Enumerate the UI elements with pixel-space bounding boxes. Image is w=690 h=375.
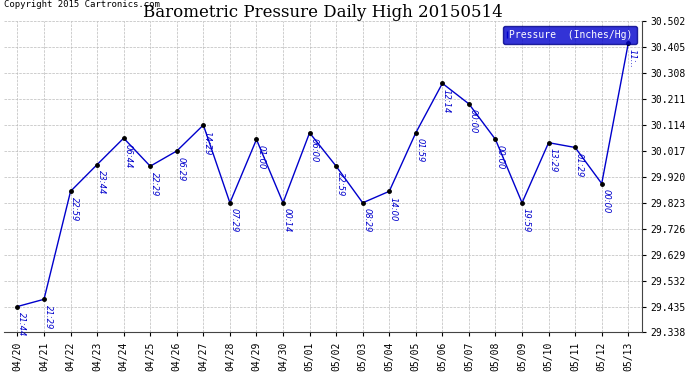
- Text: 22:29: 22:29: [150, 172, 159, 196]
- Text: 19:59: 19:59: [522, 209, 531, 233]
- Text: 21:44: 21:44: [17, 312, 26, 336]
- Text: 06:00: 06:00: [309, 138, 318, 163]
- Text: 06:44: 06:44: [124, 144, 132, 168]
- Text: 14:00: 14:00: [389, 197, 398, 221]
- Text: 01:00: 01:00: [256, 145, 265, 170]
- Text: 22:59: 22:59: [70, 197, 79, 221]
- Text: 07:29: 07:29: [230, 209, 239, 233]
- Text: 06:29: 06:29: [177, 156, 186, 181]
- Legend: Pressure  (Inches/Hg): Pressure (Inches/Hg): [502, 26, 637, 44]
- Text: 00:00: 00:00: [602, 189, 611, 213]
- Text: 11:..: 11:..: [628, 49, 637, 68]
- Text: 22:59: 22:59: [336, 172, 345, 196]
- Text: Copyright 2015 Cartronics.com: Copyright 2015 Cartronics.com: [4, 0, 160, 9]
- Text: 01:59: 01:59: [415, 138, 424, 163]
- Text: 14:29: 14:29: [203, 130, 212, 155]
- Text: 23:44: 23:44: [97, 170, 106, 195]
- Text: 12:14: 12:14: [442, 89, 451, 113]
- Text: 21:29: 21:29: [43, 305, 52, 329]
- Text: 08:29: 08:29: [362, 209, 371, 233]
- Text: 13:29: 13:29: [549, 148, 558, 172]
- Text: 01:29: 01:29: [575, 153, 584, 177]
- Text: 00:00: 00:00: [495, 145, 504, 170]
- Text: 00:14: 00:14: [283, 209, 292, 233]
- Text: 00:00: 00:00: [469, 110, 477, 134]
- Title: Barometric Pressure Daily High 20150514: Barometric Pressure Daily High 20150514: [143, 4, 503, 21]
